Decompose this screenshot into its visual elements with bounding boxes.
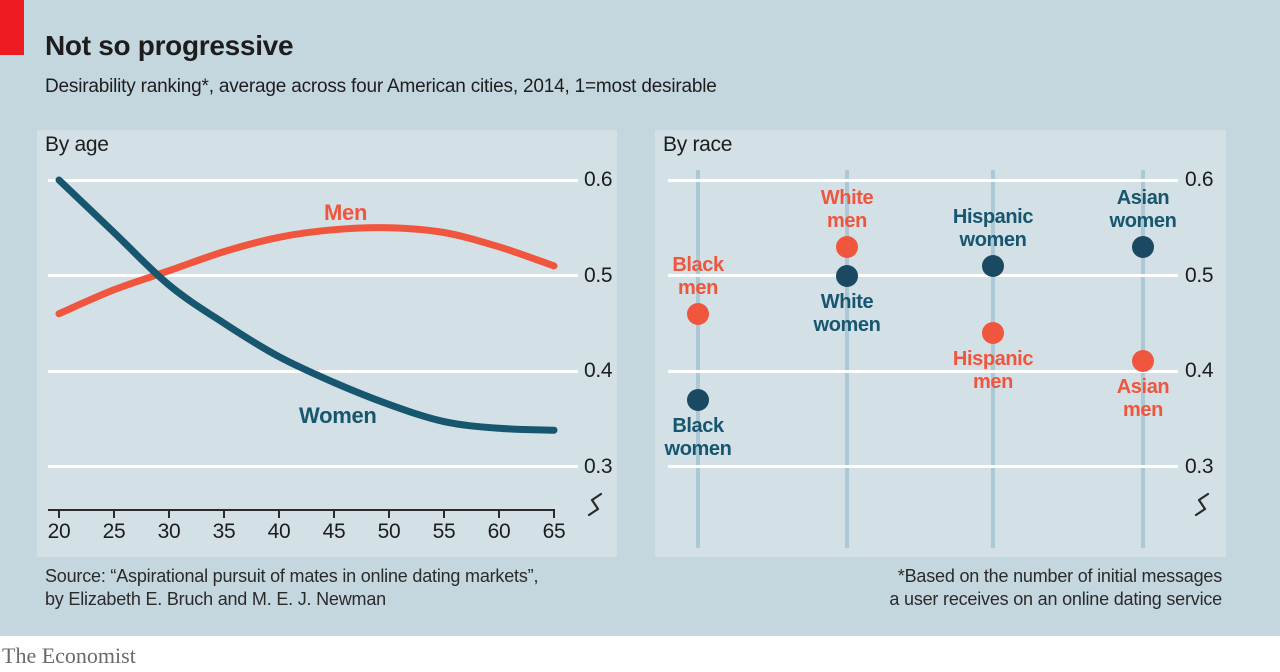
x-tick-label: 65 (542, 520, 566, 543)
panel-by-age: 0.6 0.5 0.4 0.3 20 25 30 35 40 45 50 55 60 65 By age … (37, 130, 617, 557)
y-tick-label: 0.5 (1185, 263, 1214, 287)
x-tick-label: 60 (487, 520, 511, 543)
dot-hispanic-women (982, 254, 1004, 277)
footnote: *Based on the number of initial messages… (889, 566, 1222, 609)
y-tick-label: 0.6 (584, 168, 613, 191)
series-label-women: Women (299, 403, 377, 428)
dot-hispanic-men (982, 321, 1004, 344)
dot-asian-women (1132, 235, 1154, 258)
panel-age-title: By age (45, 133, 109, 156)
race-label-black-women: Black women (664, 414, 732, 460)
race-label-white-men: White men (820, 186, 874, 232)
chart-title: Not so progressive (45, 30, 294, 61)
y-tick-label: 0.4 (584, 359, 613, 382)
age-line-chart (48, 176, 558, 518)
axis-break-icon (1194, 492, 1210, 517)
race-label-hispanic-women: Hispanic women (952, 205, 1034, 251)
race-column-line-hispanic (991, 170, 995, 548)
y-tick-label: 0.4 (1185, 359, 1214, 382)
gridline-0.4 (668, 369, 1178, 373)
y-tick-label: 0.3 (1185, 454, 1214, 478)
gridline-0.6 (48, 178, 578, 182)
x-tick-label: 20 (47, 520, 71, 543)
x-tick-label: 35 (212, 520, 236, 543)
y-tick-label: 0.5 (584, 263, 613, 287)
panel-by-race: 0.6 0.5 0.4 0.3 Black men Black women White me… (655, 130, 1226, 557)
race-label-black-men: Black men (672, 253, 724, 299)
axis-break-icon (587, 492, 603, 517)
x-tick-label: 55 (432, 520, 456, 543)
gridline-0.3 (48, 465, 578, 468)
line-men (55, 224, 558, 318)
panel-race-title: By race (663, 133, 733, 156)
gridline-0.3 (668, 465, 1178, 468)
gridline-0.6 (668, 178, 1178, 182)
race-label-asian-women: Asian women (1109, 186, 1177, 232)
race-label-white-women: White women (813, 290, 881, 336)
chart-background: Not so progressive Desirability ranking*… (0, 0, 1280, 636)
race-column-line-white (845, 170, 849, 548)
dot-white-women (836, 264, 858, 287)
series-label-men: Men (324, 200, 368, 225)
race-column-line-black (696, 170, 700, 548)
dot-white-men (836, 235, 858, 258)
x-tick-label: 25 (102, 520, 126, 543)
race-label-hispanic-men: Hispanic men (952, 347, 1034, 393)
x-tick-label: 30 (157, 520, 181, 543)
race-label-asian-men: Asian men (1116, 376, 1170, 422)
dot-black-women (687, 388, 709, 411)
line-women (55, 176, 558, 434)
publication-name: The Economist (2, 643, 136, 668)
economist-red-tab (0, 0, 24, 55)
chart-subtitle: Desirability ranking*, average across fo… (45, 76, 717, 97)
source-note: Source: “Aspirational pursuit of mates i… (45, 566, 539, 609)
dot-asian-men (1132, 350, 1154, 373)
gridline-0.5 (48, 274, 578, 277)
x-tick-label: 45 (322, 520, 346, 543)
y-tick-label: 0.6 (1185, 168, 1214, 191)
x-tick-label: 40 (267, 520, 291, 543)
gridline-0.5 (668, 274, 1178, 277)
dot-black-men (687, 302, 709, 325)
y-tick-label: 0.3 (584, 454, 613, 478)
x-tick-label: 50 (377, 520, 401, 543)
